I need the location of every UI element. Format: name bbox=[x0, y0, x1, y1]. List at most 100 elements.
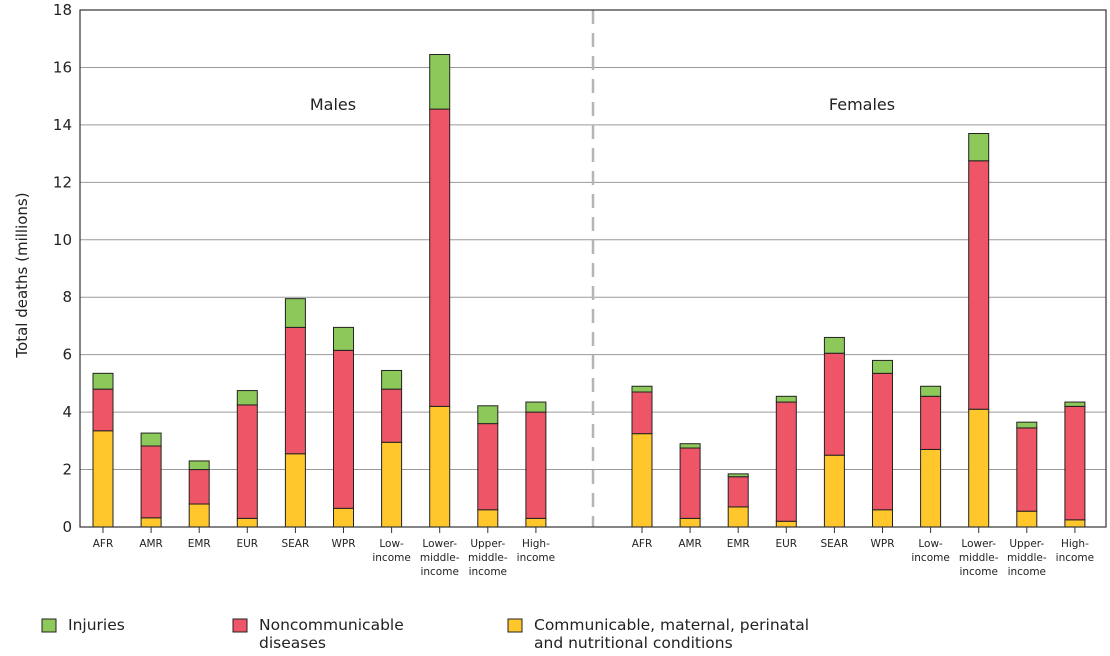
category-label: middle- bbox=[959, 552, 999, 564]
bar-segment-communicable bbox=[429, 405, 451, 528]
bar-segment-communicable bbox=[631, 433, 653, 528]
y-tick-labels: 0 2 4 6 8 10 12 14 16 18 bbox=[53, 1, 72, 536]
bar-segment-noncommunicable bbox=[679, 447, 701, 519]
category-label: income bbox=[1008, 566, 1046, 578]
group-labels: Males Females bbox=[310, 95, 895, 114]
bar-segment-communicable bbox=[381, 441, 403, 528]
bar-segment-injuries bbox=[679, 443, 701, 449]
bar-segment-injuries bbox=[968, 133, 990, 162]
legend-label: Injuries bbox=[68, 616, 125, 634]
category-label: EMR bbox=[727, 538, 750, 550]
bar-segment-noncommunicable bbox=[333, 349, 354, 509]
category-label: EMR bbox=[188, 538, 211, 550]
bar-segment-noncommunicable bbox=[525, 411, 547, 519]
bar-segment-noncommunicable bbox=[1016, 427, 1038, 512]
bar-segment-communicable bbox=[236, 517, 258, 528]
bar-segment-injuries bbox=[236, 390, 258, 406]
category-label: WPR bbox=[870, 538, 894, 550]
category-label: AFR bbox=[93, 538, 114, 550]
bar-segment-noncommunicable bbox=[284, 326, 306, 455]
category-label: Lower- bbox=[422, 538, 457, 550]
y-tick-label: 12 bbox=[53, 173, 72, 191]
category-label: income bbox=[911, 552, 949, 564]
bar-segment-injuries bbox=[333, 326, 354, 351]
category-label: Low- bbox=[379, 538, 404, 550]
bar-segment-injuries bbox=[140, 432, 162, 447]
bar-segment-communicable bbox=[968, 408, 990, 528]
bar-segment-noncommunicable bbox=[872, 372, 893, 511]
bar-segment-communicable bbox=[775, 520, 797, 528]
bar-segment-communicable bbox=[872, 509, 893, 528]
category-label: EUR bbox=[236, 538, 258, 550]
bar-segment-injuries bbox=[284, 298, 306, 328]
legend-swatch-noncommunicable bbox=[232, 618, 248, 633]
bar-segment-noncommunicable bbox=[92, 388, 114, 432]
bars bbox=[92, 54, 1086, 528]
category-labels: AFR AMR EMR EUR SEAR WPR Low-income Lower-middl… bbox=[93, 538, 1094, 578]
bar-segment-noncommunicable bbox=[477, 423, 499, 511]
y-tick-label: 16 bbox=[53, 58, 72, 76]
bar-segment-communicable bbox=[679, 517, 701, 528]
bar-segment-communicable bbox=[823, 454, 845, 528]
legend-swatch-communicable bbox=[507, 618, 523, 633]
category-label: Lower- bbox=[961, 538, 996, 550]
category-label: middle- bbox=[468, 552, 508, 564]
y-tick-label: 4 bbox=[62, 403, 72, 421]
bar-segment-noncommunicable bbox=[188, 469, 210, 505]
y-tick-label: 18 bbox=[53, 1, 72, 19]
bar-segment-injuries bbox=[775, 395, 797, 403]
category-label: income bbox=[959, 566, 997, 578]
category-label: middle- bbox=[420, 552, 460, 564]
category-label: High- bbox=[1061, 538, 1089, 550]
bar-segment-communicable bbox=[920, 448, 942, 528]
category-label: middle- bbox=[1007, 552, 1047, 564]
category-label: AMR bbox=[678, 538, 702, 550]
bar-segment-injuries bbox=[823, 336, 845, 354]
category-label: income bbox=[517, 552, 555, 564]
bar-segment-noncommunicable bbox=[140, 445, 162, 519]
bar-segment-communicable bbox=[727, 506, 749, 528]
category-label: income bbox=[372, 552, 410, 564]
y-tick-label: 10 bbox=[53, 231, 72, 249]
bar-segment-injuries bbox=[429, 54, 451, 110]
bar-segment-noncommunicable bbox=[968, 160, 990, 410]
category-label: Upper- bbox=[1009, 538, 1044, 550]
bar-segment-injuries bbox=[1064, 401, 1086, 407]
bar-segment-noncommunicable bbox=[429, 108, 451, 407]
category-label: SEAR bbox=[282, 538, 310, 550]
category-label: AFR bbox=[632, 538, 653, 550]
plot-frame bbox=[79, 9, 1107, 528]
bar-segment-injuries bbox=[92, 372, 114, 390]
bar-segment-noncommunicable bbox=[1064, 405, 1086, 521]
category-label: income bbox=[469, 566, 507, 578]
group-label-females: Females bbox=[829, 95, 895, 114]
bar-segment-injuries bbox=[727, 473, 749, 478]
group-label-males: Males bbox=[310, 95, 356, 114]
bar-segment-communicable bbox=[188, 503, 210, 528]
bar-segment-injuries bbox=[477, 405, 499, 425]
category-label: High- bbox=[522, 538, 550, 550]
y-axis-label: Total deaths (millions) bbox=[13, 192, 31, 358]
bar-segment-communicable bbox=[140, 517, 162, 528]
category-label: EUR bbox=[775, 538, 797, 550]
legend-label: and nutritional conditions bbox=[534, 634, 733, 652]
category-label: Upper- bbox=[470, 538, 505, 550]
category-label: SEAR bbox=[821, 538, 849, 550]
y-tick-label: 6 bbox=[62, 346, 72, 364]
bar-segment-communicable bbox=[525, 517, 547, 528]
category-label: AMR bbox=[139, 538, 163, 550]
bar-segment-injuries bbox=[525, 401, 547, 413]
category-label: income bbox=[1056, 552, 1094, 564]
bar-segment-injuries bbox=[381, 369, 403, 390]
bar-segment-communicable bbox=[477, 509, 499, 528]
bar-segment-communicable bbox=[284, 453, 306, 528]
bar-segment-injuries bbox=[920, 385, 942, 397]
legend-label: Noncommunicable bbox=[259, 616, 404, 634]
bar-segment-injuries bbox=[872, 359, 893, 374]
bar-segment-noncommunicable bbox=[775, 401, 797, 522]
bar-segment-noncommunicable bbox=[823, 352, 845, 456]
bar-segment-noncommunicable bbox=[236, 404, 258, 519]
bar-segment-noncommunicable bbox=[381, 388, 403, 443]
